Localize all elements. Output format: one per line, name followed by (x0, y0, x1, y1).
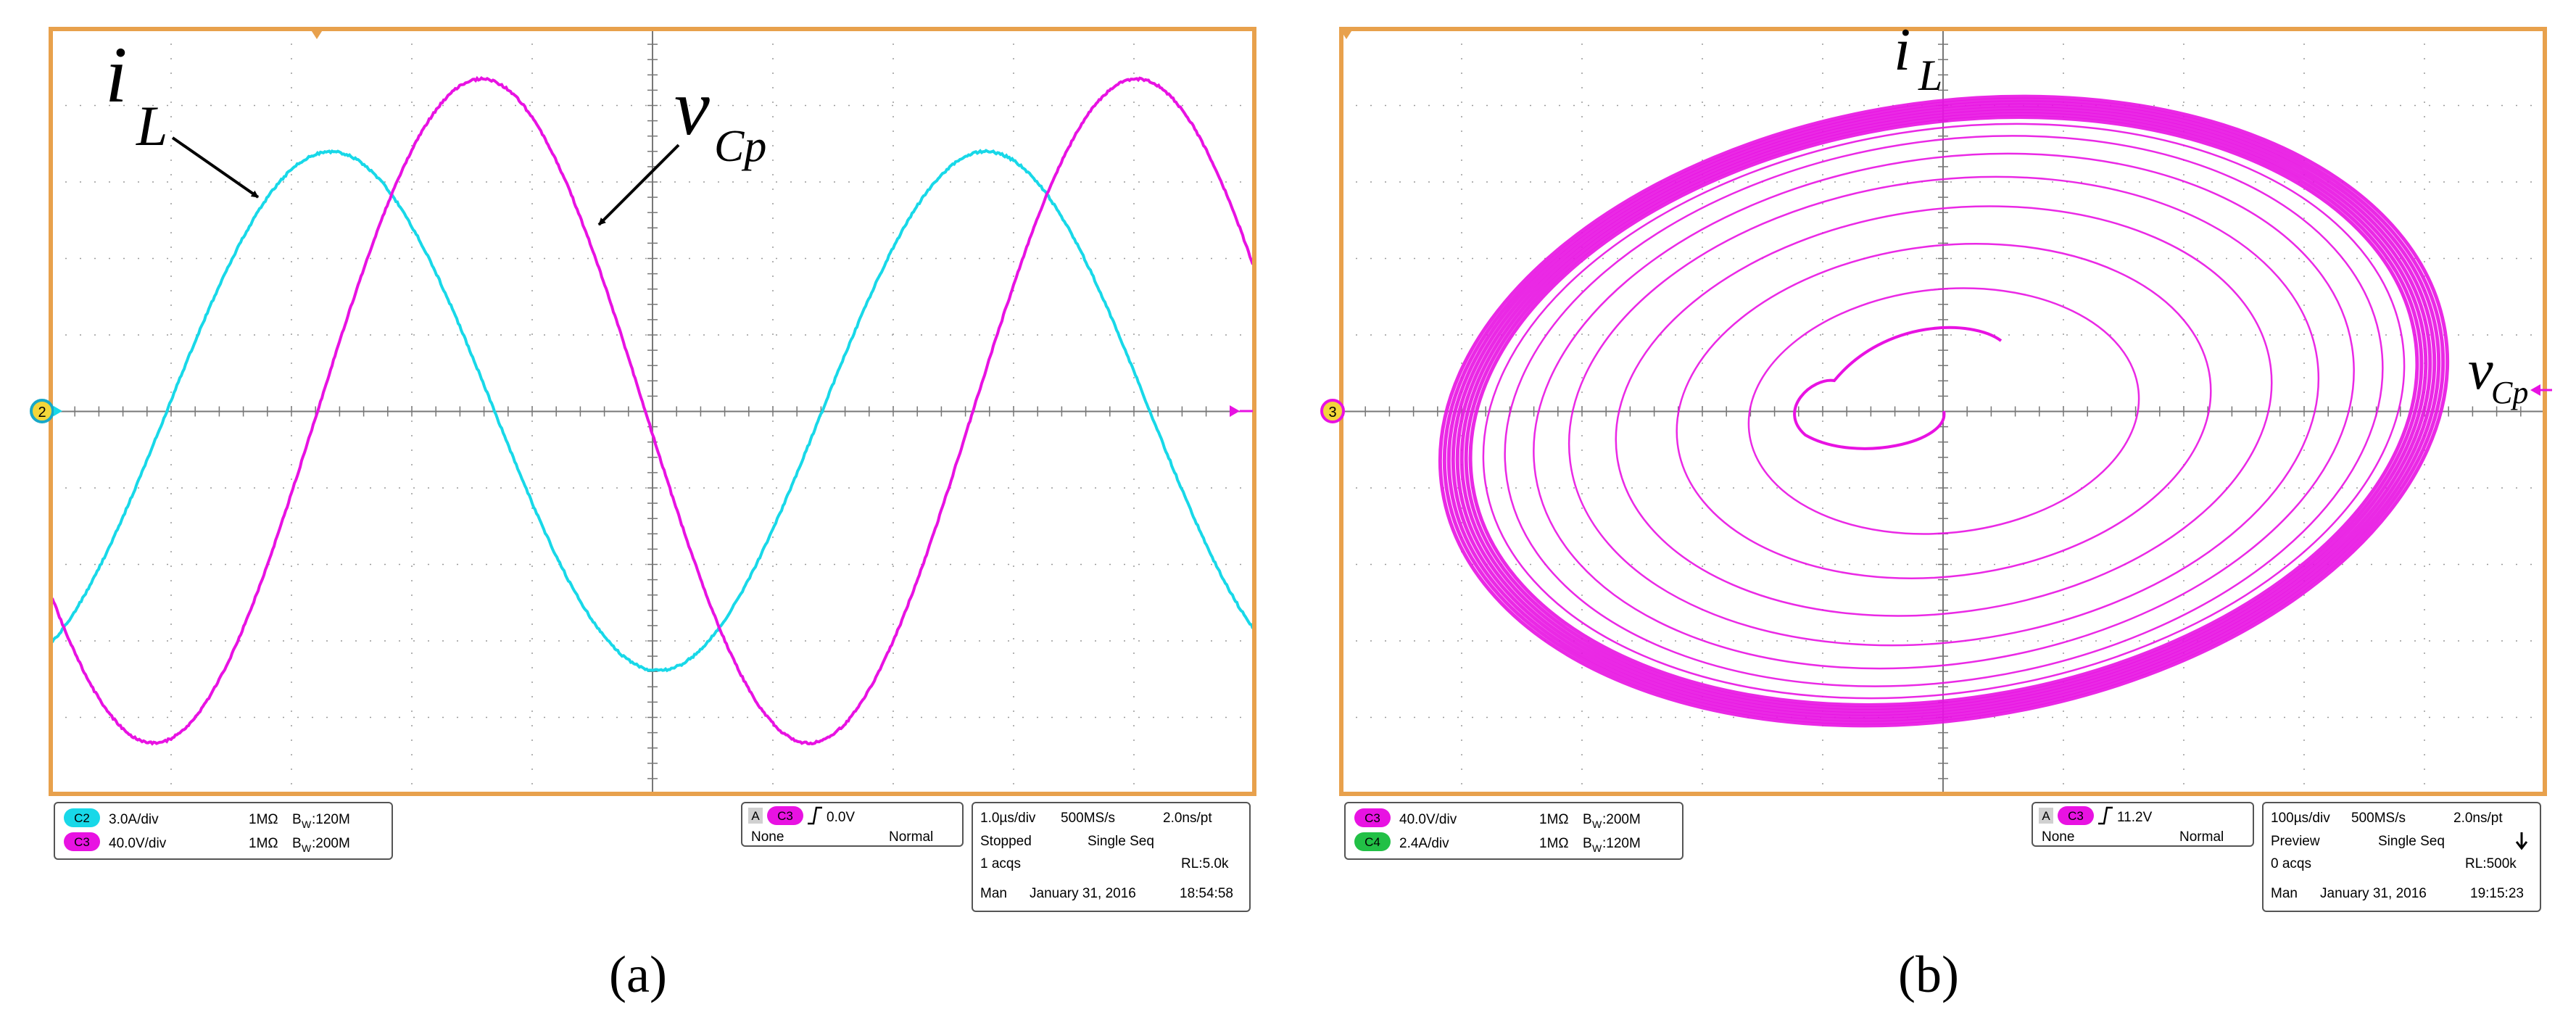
trigger-badge-label: C3 (777, 809, 793, 823)
ch3-reference-label: 3 (1328, 405, 1336, 420)
trigger-readout-b: A C3 11.2V None Normal (2032, 803, 2253, 846)
ch3-bw-w: W (302, 842, 312, 854)
trigger-coupling-b: None (2042, 829, 2074, 845)
ch4-badge-label-b: C4 (1364, 835, 1380, 849)
manual-mode: Man (980, 886, 1007, 901)
ch2-bw-w: W (302, 819, 312, 830)
record-length: RL:5.0k (1181, 856, 1229, 871)
vCp-label-main: v (674, 63, 710, 152)
ch2-badge-label: C2 (74, 811, 90, 825)
iL-label-main: i (105, 30, 128, 119)
ch4-bw-w-b: W (1592, 842, 1602, 854)
ch2-reference-label: 2 (38, 405, 46, 420)
capture-time: 18:54:58 (1180, 886, 1233, 901)
sample-rate-b: 500MS/s (2351, 811, 2406, 826)
ch3-scale-b: 40.0V/div (1399, 812, 1457, 827)
caption-b: (b) (1898, 945, 1959, 1003)
trigger-mode: Normal (889, 829, 933, 845)
iL-label-sub: L (136, 94, 167, 157)
iL-axis-label-sub: L (1918, 51, 1942, 99)
trigger-mode-b: Normal (2179, 829, 2224, 845)
ch3-bw-w-b: W (1592, 819, 1602, 830)
manual-mode-b: Man (2271, 886, 2298, 901)
ch2-bw-b: B (292, 812, 302, 827)
scope-panel-a: 2 i L v Cp C2 3.0A/div 1MΩ B W :120M C (31, 29, 1254, 1003)
ch2-impedance: 1MΩ (249, 812, 278, 827)
ch3-badge-label-b: C3 (1364, 811, 1380, 825)
iL-axis-label-main: i (1894, 16, 1910, 83)
ch3-badge-label: C3 (74, 835, 90, 849)
time-resolution: 2.0ns/pt (1163, 811, 1212, 826)
ch3-bandwidth: :200M (312, 836, 350, 851)
ch4-bandwidth-b: :120M (1602, 836, 1641, 851)
trigger-coupling: None (751, 829, 784, 845)
ch3-impedance: 1MΩ (249, 836, 278, 851)
ch4-impedance-b: 1MΩ (1539, 836, 1569, 851)
ch3-reference-marker: 3 (1322, 400, 1343, 422)
ch3-bw-b: B (292, 836, 302, 851)
scope-panel-b: 3 i L v Cp C3 40.0V/div 1MΩ B W :200M C4… (1322, 16, 2552, 1003)
ch3-impedance-b: 1MΩ (1539, 812, 1569, 827)
ch2-scale: 3.0A/div (109, 812, 159, 827)
vCp-axis-label-sub: Cp (2491, 375, 2528, 410)
ch2-bandwidth: :120M (312, 812, 350, 827)
ch4-scale-b: 2.4A/div (1399, 836, 1449, 851)
record-length-b: RL:500k (2465, 856, 2517, 871)
sequence-mode: Single Seq (1088, 834, 1154, 849)
time-resolution-b: 2.0ns/pt (2453, 811, 2503, 826)
trigger-level: 0.0V (827, 810, 855, 825)
timebase-b: 100µs/div (2271, 811, 2330, 826)
ch4-bw-b-b: B (1583, 836, 1592, 851)
trigger-level-b: 11.2V (2117, 810, 2153, 825)
trigger-source-prefix: A (751, 809, 760, 823)
trigger-source-prefix-b: A (2042, 809, 2050, 823)
acquisition-count: 1 acqs (980, 856, 1021, 871)
acquisition-readout-b: 100µs/div 500MS/s 2.0ns/pt Preview Singl… (2263, 803, 2540, 911)
acquisition-state-b: Preview (2271, 834, 2320, 849)
acquisition-readout-a: 1.0µs/div 500MS/s 2.0ns/pt Stopped Singl… (972, 803, 1250, 911)
trigger-readout-a: A C3 0.0V None Normal (742, 803, 963, 846)
acquisition-count-b: 0 acqs (2271, 856, 2311, 871)
sample-rate: 500MS/s (1061, 811, 1115, 826)
sequence-mode-b: Single Seq (2378, 834, 2445, 849)
capture-date: January 31, 2016 (1030, 886, 1136, 901)
timebase: 1.0µs/div (980, 811, 1036, 826)
ch3-bw-b-b: B (1583, 812, 1592, 827)
trigger-badge-label-b: C3 (2068, 809, 2084, 823)
vCp-label-sub: Cp (714, 122, 766, 171)
caption-a: (a) (609, 945, 667, 1003)
ch3-scale: 40.0V/div (109, 836, 167, 851)
capture-date-b: January 31, 2016 (2320, 886, 2427, 901)
capture-time-b: 19:15:23 (2470, 886, 2524, 901)
vCp-axis-label-main: v (2468, 338, 2493, 401)
channel-readout-a: C2 3.0A/div 1MΩ B W :120M C3 40.0V/div 1… (54, 803, 392, 859)
channel-readout-b: C3 40.0V/div 1MΩ B W :200M C4 2.4A/div 1… (1345, 803, 1683, 859)
acquisition-state: Stopped (980, 834, 1032, 849)
ch3-bandwidth-b: :200M (1602, 812, 1641, 827)
